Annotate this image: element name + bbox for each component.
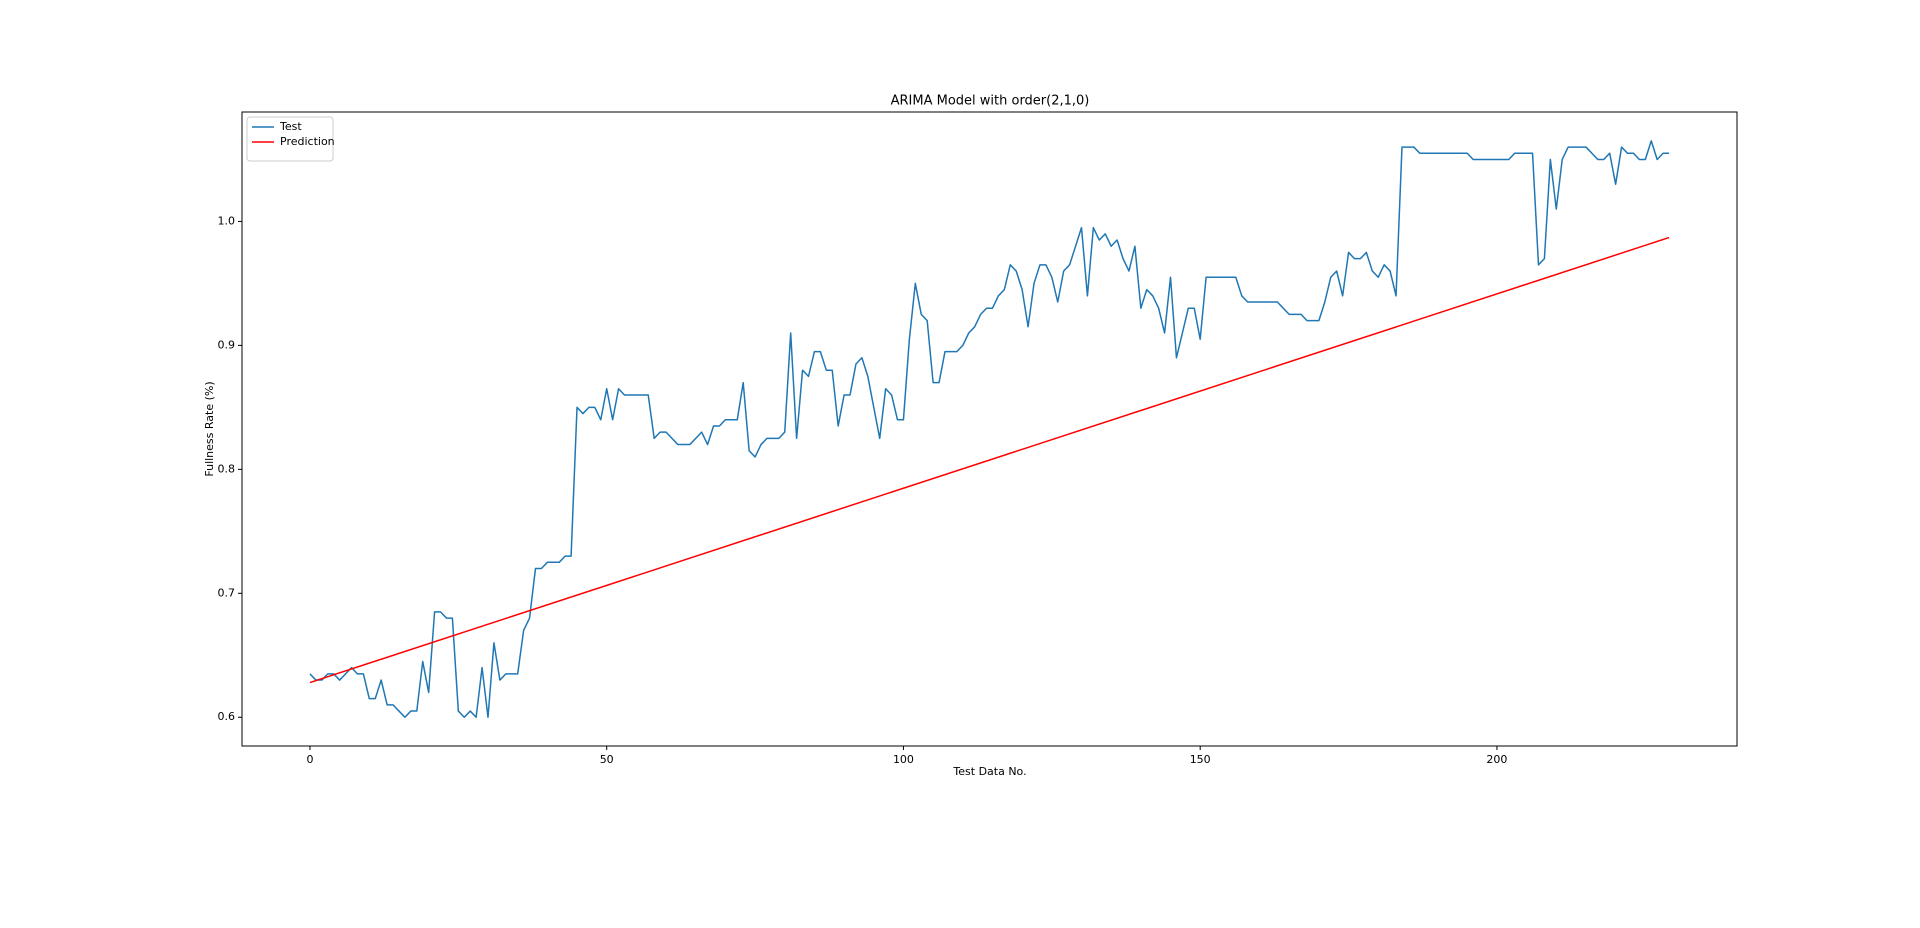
x-tick-label: 0 (306, 753, 313, 766)
line-series (309, 236, 1670, 684)
x-tick-label: 150 (1190, 753, 1211, 766)
y-axis-label: Fullness Rate (%) (203, 381, 216, 476)
plot-frame (241, 111, 1738, 747)
legend-box (246, 116, 334, 162)
chart-title: ARIMA Model with order(2,1,0) (891, 94, 1090, 109)
legend-label: Prediction (280, 135, 335, 148)
x-tick-label: 100 (893, 753, 914, 766)
y-tick-label: 1.0 (218, 214, 236, 227)
x-tick-label: 50 (600, 753, 614, 766)
y-tick-label: 0.9 (218, 338, 236, 351)
legend-label: Test (279, 120, 302, 133)
y-tick-label: 0.6 (218, 710, 236, 723)
y-tick-label: 0.7 (218, 586, 236, 599)
y-tick-label: 0.8 (218, 462, 236, 475)
line-series (309, 140, 1670, 718)
x-tick-label: 200 (1486, 753, 1507, 766)
x-axis-label: Test Data No. (952, 765, 1026, 778)
